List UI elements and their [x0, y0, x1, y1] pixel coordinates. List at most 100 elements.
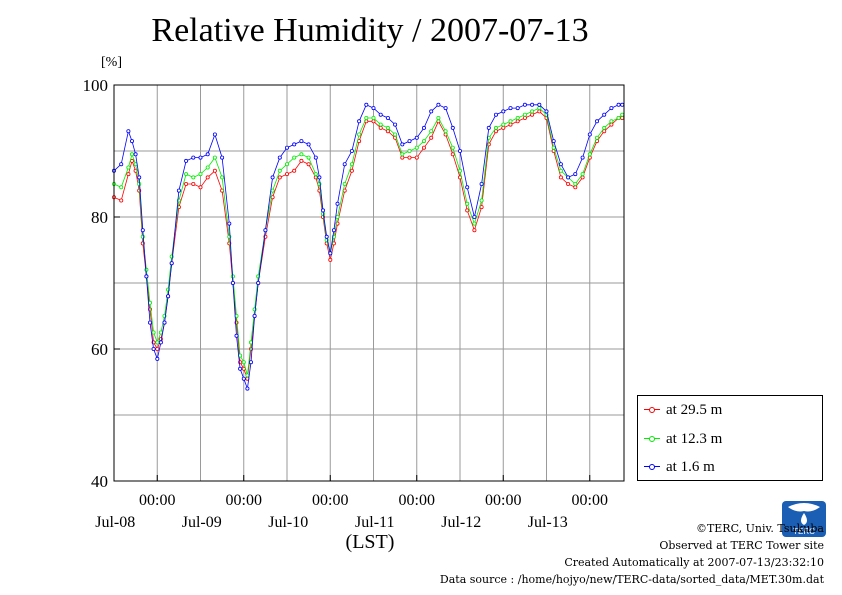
data-point: [530, 102, 535, 107]
legend-item-29-5m: at 29.5 m: [644, 400, 722, 420]
data-point: [472, 214, 477, 219]
data-point: [284, 145, 289, 150]
data-point: [522, 116, 527, 121]
data-point: [129, 152, 134, 157]
data-point: [429, 109, 434, 114]
legend-marker-green: [644, 434, 660, 444]
data-point: [126, 172, 131, 177]
legend-label: at 29.5 m: [666, 401, 723, 418]
data-point: [263, 228, 268, 233]
data-point: [335, 201, 340, 206]
data-point: [566, 175, 571, 180]
data-point: [151, 330, 156, 335]
data-point: [602, 125, 607, 130]
data-point: [270, 175, 275, 180]
data-point: [119, 185, 124, 190]
data-point: [443, 129, 448, 134]
data-point: [328, 257, 333, 262]
data-point: [140, 234, 145, 239]
data-point: [515, 106, 520, 111]
data-point: [342, 162, 347, 167]
observed-text: Observed at TERC Tower site: [659, 539, 824, 552]
data-point: [400, 155, 405, 160]
data-point: [176, 188, 181, 193]
data-point: [371, 116, 376, 121]
data-point: [414, 145, 419, 150]
data-point: [501, 109, 506, 114]
data-point: [530, 109, 535, 114]
y-axis-unit: [%]: [101, 55, 122, 70]
data-point: [558, 162, 563, 167]
y-tick-label: 80: [91, 208, 108, 227]
data-point: [292, 168, 297, 173]
series-at-12-3-m: [112, 106, 625, 378]
x-axis: 00:00Jul-0800:00Jul-0900:00Jul-1000:00Ju…: [95, 475, 608, 531]
legend-item-1-6m: at 1.6 m: [644, 457, 715, 477]
legend-marker-blue: [644, 462, 660, 472]
data-point: [129, 139, 134, 144]
data-point: [620, 102, 625, 107]
data-point: [155, 346, 160, 351]
data-point: [184, 158, 189, 163]
data-point: [400, 142, 405, 147]
data-point: [407, 148, 412, 153]
x-tick-label: 00:00: [139, 492, 175, 509]
data-point: [155, 356, 160, 361]
data-point: [245, 386, 250, 391]
data-point: [508, 106, 513, 111]
data-point: [580, 172, 585, 177]
data-point: [191, 175, 196, 180]
data-point: [421, 145, 426, 150]
x-tick-label: 00:00: [572, 492, 608, 509]
y-axis: 40 60 80 100: [83, 76, 120, 491]
legend-label: at 1.6 m: [666, 458, 715, 475]
data-point: [328, 251, 333, 256]
data-point: [205, 175, 210, 180]
data-point: [378, 112, 383, 117]
data-point: [371, 119, 376, 124]
data-point: [508, 119, 513, 124]
data-point: [620, 116, 625, 121]
data-point: [320, 208, 325, 213]
created-text: Created Automatically at 2007-07-13/23:3…: [564, 556, 824, 569]
data-point: [587, 152, 592, 157]
data-point: [616, 116, 621, 121]
data-point: [620, 112, 625, 117]
series-line: [113, 107, 623, 376]
data-point: [256, 280, 261, 285]
data-point: [137, 175, 142, 180]
data-point: [616, 102, 621, 107]
data-point: [450, 152, 455, 157]
data-point: [522, 102, 527, 107]
data-point: [486, 125, 491, 130]
data-point: [551, 139, 556, 144]
data-point: [238, 366, 243, 371]
data-point: [602, 112, 607, 117]
data-point: [443, 106, 448, 111]
data-point: [465, 201, 470, 206]
data-point: [515, 116, 520, 121]
data-point: [191, 155, 196, 160]
data-point: [544, 109, 549, 114]
data-point: [248, 360, 253, 365]
data-point: [166, 294, 171, 299]
data-point: [465, 185, 470, 190]
data-point: [558, 175, 563, 180]
data-point: [151, 346, 156, 351]
data-point: [284, 172, 289, 177]
data-point: [212, 155, 217, 160]
terc-logo-icon: TERC: [782, 501, 826, 537]
data-point: [241, 360, 246, 365]
x-tick-label: 00:00: [399, 492, 435, 509]
data-point: [400, 152, 405, 157]
data-point: [331, 228, 336, 233]
data-point: [292, 155, 297, 160]
data-point: [299, 139, 304, 144]
data-point: [147, 320, 152, 325]
data-point: [133, 152, 138, 157]
data-point: [457, 168, 462, 173]
data-point: [558, 168, 563, 173]
data-point: [566, 181, 571, 186]
data-point: [450, 145, 455, 150]
